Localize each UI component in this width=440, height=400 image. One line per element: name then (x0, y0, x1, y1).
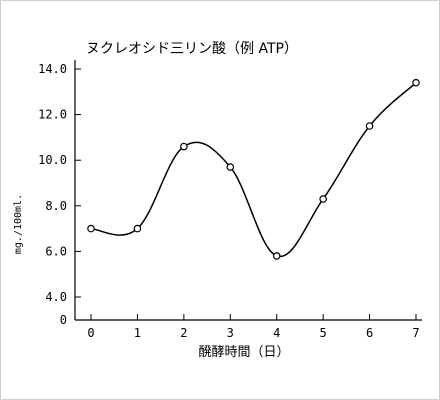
x-tick-label: 4 (273, 326, 280, 340)
x-tick-label: 3 (227, 326, 234, 340)
y-tick-label: 12.0 (38, 108, 67, 122)
data-point (365, 122, 374, 130)
axes (74, 60, 422, 321)
x-tick-label: 7 (412, 326, 419, 340)
y-axis-label: mg./100ml. (13, 194, 24, 254)
x-tick-label: 0 (87, 326, 94, 340)
data-point (180, 142, 188, 151)
x-tick-label: 5 (320, 326, 327, 340)
y-tick-label: 0 (60, 313, 67, 327)
y-tick-label: 8.0 (45, 199, 67, 213)
x-tick-label: 2 (180, 326, 187, 340)
series-line (90, 82, 417, 258)
y-tick-label: 14.0 (38, 62, 67, 76)
x-axis-label: 醗酵時間（日） (198, 345, 289, 360)
x-ticks: 0 1 2 3 4 5 6 7 (87, 314, 420, 340)
y-tick-label: 6.0 (45, 244, 67, 258)
data-point (133, 224, 142, 233)
data-point (412, 78, 420, 87)
y-tick-label: 4.0 (45, 290, 67, 304)
data-point (319, 195, 327, 203)
data-points (87, 78, 420, 260)
data-point (226, 163, 235, 171)
y-ticks: 0 4.0 6.0 8.0 10.0 12.0 14.0 (38, 62, 81, 327)
x-tick-label: 1 (134, 326, 141, 340)
x-tick-label: 6 (366, 326, 373, 340)
data-point (87, 224, 95, 233)
chart-title: ヌクレオシド三リン酸（例 ATP） (86, 41, 298, 57)
data-point (272, 252, 281, 260)
y-tick-label: 10.0 (38, 153, 67, 167)
